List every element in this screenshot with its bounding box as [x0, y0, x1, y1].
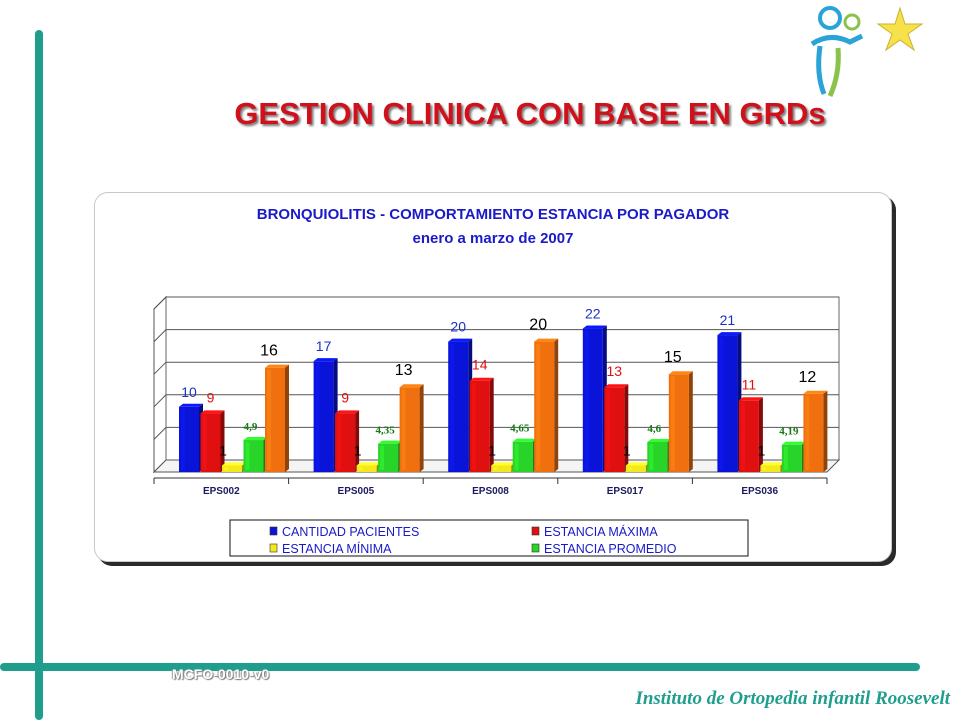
accent-horizontal-bar	[0, 663, 920, 671]
data-label: 1	[354, 442, 362, 458]
legend-label: CANTIDAD PACIENTES	[282, 525, 419, 539]
legend-swatch	[269, 543, 278, 553]
bar	[222, 462, 246, 472]
legend-swatch	[531, 543, 540, 553]
bar	[265, 364, 289, 472]
bar	[738, 397, 763, 472]
stay-by-payer-bar-chart: BRONQUIOLITIS - COMPORTAMIENTO ESTANCIA …	[152, 206, 841, 557]
data-label: 1	[623, 442, 631, 458]
data-label: 9	[341, 389, 349, 405]
legend-swatch	[531, 526, 540, 536]
gridline	[153, 329, 839, 342]
bar	[668, 371, 693, 472]
bar	[582, 325, 607, 472]
x-tick-label: EPS005	[338, 486, 375, 497]
bar	[647, 439, 672, 472]
data-label: 13	[395, 362, 413, 379]
x-tick-label: EPS008	[472, 486, 509, 497]
data-label: 1	[758, 442, 766, 458]
data-label: 4,65	[510, 423, 530, 435]
institute-name: Instituto de Ortopedia infantil Roosevel…	[635, 688, 950, 709]
bar	[356, 462, 381, 472]
data-label: 20	[450, 319, 466, 335]
data-label: 4,9	[244, 421, 258, 433]
legend-label: ESTANCIA MÁXIMA	[544, 524, 658, 539]
data-label: 4,35	[375, 425, 395, 437]
data-label: 16	[260, 343, 278, 360]
data-label: 17	[316, 338, 332, 354]
gridline	[153, 361, 839, 375]
bar	[534, 338, 559, 472]
bar	[335, 410, 360, 472]
data-label: 1	[219, 442, 227, 458]
accent-vertical-bar	[35, 30, 43, 720]
bar	[469, 377, 494, 472]
data-label: 11	[742, 376, 757, 392]
bar	[760, 462, 785, 472]
data-label: 4,6	[647, 423, 661, 435]
legend-label: ESTANCIA PROMEDIO	[544, 542, 677, 556]
data-label: 15	[664, 349, 682, 366]
data-label: 14	[472, 357, 488, 373]
chart-panel	[94, 192, 892, 562]
bar	[491, 462, 516, 472]
x-tick-label: EPS002	[203, 486, 240, 497]
data-label: 9	[207, 389, 215, 405]
bar	[243, 437, 268, 472]
x-tick-label: EPS017	[607, 486, 644, 497]
gridline	[153, 296, 839, 310]
bar	[448, 338, 473, 472]
data-label: 1	[488, 442, 496, 458]
data-label: 22	[585, 306, 601, 322]
slide-title: GESTION CLINICA CON BASE EN GRDs	[234, 96, 826, 131]
bar	[625, 462, 650, 472]
x-tick-label: EPS036	[741, 486, 778, 497]
bar	[781, 441, 806, 472]
data-label: 12	[799, 369, 817, 386]
bar	[378, 440, 403, 472]
document-code: MCFO-0010-v0	[172, 666, 270, 682]
child-figure-star-logo	[810, 6, 924, 98]
bar	[717, 332, 742, 472]
bar	[803, 390, 828, 472]
bar	[179, 403, 203, 472]
legend-label: ESTANCIA MÍNIMA	[282, 541, 392, 556]
chart-side-wall	[153, 295, 167, 474]
bar	[604, 384, 629, 472]
legend-swatch	[269, 526, 278, 536]
data-label: 4,19	[779, 426, 799, 438]
data-label: 20	[529, 317, 547, 334]
data-label: 21	[720, 312, 736, 328]
bar	[313, 358, 338, 472]
data-label: 13	[607, 363, 623, 379]
chart-legend	[229, 519, 749, 557]
chart-title: BRONQUIOLITIS - COMPORTAMIENTO ESTANCIA …	[257, 206, 730, 223]
bar	[200, 410, 225, 472]
chart-subtitle: enero a marzo de 2007	[413, 230, 574, 247]
bar	[512, 438, 537, 472]
bar	[399, 384, 424, 472]
data-label: 10	[181, 384, 197, 400]
